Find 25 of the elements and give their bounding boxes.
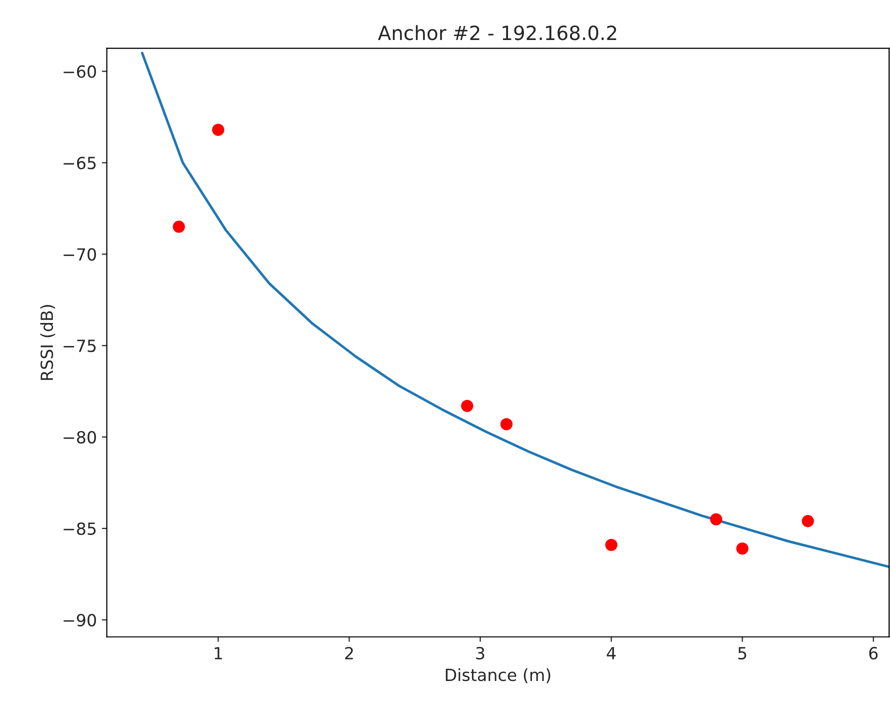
x-tick-label: 6 (869, 646, 878, 660)
y-tick-label: −80 (64, 430, 96, 444)
x-tick-label: 5 (738, 647, 746, 660)
y-tick-label: −60 (64, 65, 96, 78)
y-tick-label: −85 (64, 522, 96, 536)
y-axis-title: RSSI (dB) (40, 305, 56, 380)
y-tick-label: −70 (64, 248, 96, 261)
point (172, 220, 185, 233)
y-tick-label: −65 (64, 156, 96, 170)
x-tick-label: 2 (345, 646, 353, 660)
chart-title: Anchor #2 - 192.168.0.2 (378, 25, 616, 40)
x-axis-title: Distance (m) (446, 668, 550, 684)
x-tick-label: 3 (476, 646, 484, 660)
x-tick-label: 4 (606, 647, 616, 660)
point (802, 515, 814, 528)
point (212, 124, 224, 136)
point (461, 400, 474, 412)
line-series (140, 52, 890, 568)
point (710, 513, 722, 526)
y-tick-label: −75 (64, 340, 96, 352)
point (736, 542, 748, 555)
x-tick-label: 1 (214, 647, 222, 660)
point (605, 538, 618, 551)
point (500, 418, 513, 430)
y-tick-label: −90 (64, 614, 96, 626)
